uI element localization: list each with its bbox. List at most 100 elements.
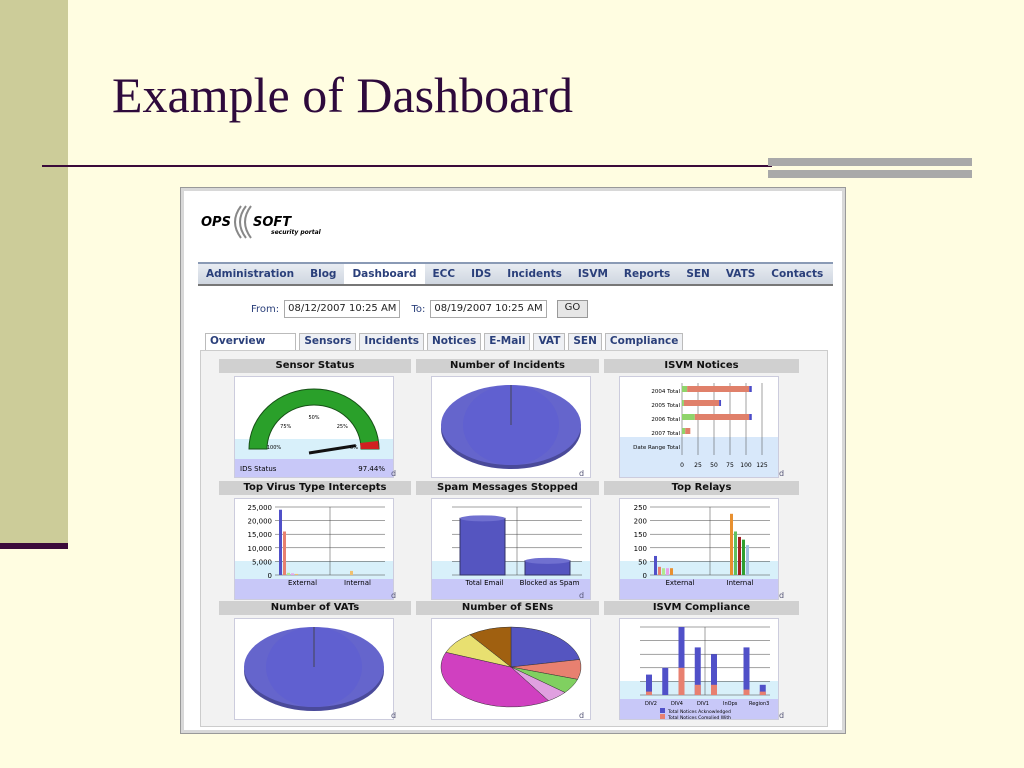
nav-item-vats[interactable]: VATS	[725, 268, 756, 280]
chart-label: DIV4	[671, 701, 683, 707]
tab-compliance[interactable]: Compliance	[604, 333, 684, 350]
nav-item-blog[interactable]: Blog	[310, 268, 337, 280]
detail-link[interactable]: d	[391, 591, 397, 600]
svg-text:OPS: OPS	[201, 215, 231, 230]
bar	[730, 513, 733, 575]
bar	[743, 689, 750, 695]
widget-chart[interactable]: DIV2 DIV4 DIV1 InOps Region3 Total Notices Ac…	[619, 618, 779, 720]
chart-label: 100%	[267, 445, 282, 451]
bar	[711, 654, 717, 695]
widget-chart[interactable]: 2004 Total 2005 Total 2006 Total 2007 Total…	[619, 376, 779, 478]
tab-incidents[interactable]: Incidents	[359, 333, 424, 350]
bar	[658, 566, 661, 575]
nav-item-sen[interactable]: SEN	[686, 268, 710, 280]
tab-sensors[interactable]: Sensors	[299, 333, 357, 350]
chart-label: 100	[740, 462, 752, 469]
to-date-input[interactable]: 08/19/2007 10:25 AM	[430, 300, 547, 318]
bar	[682, 414, 695, 420]
chart-label: Total Notices Acknowledged	[667, 709, 731, 715]
chart-label: 0%	[350, 445, 358, 451]
bar	[734, 531, 737, 575]
chart-label: 125	[756, 462, 768, 469]
bar	[682, 400, 684, 406]
nav-item-contacts[interactable]: Contacts	[771, 268, 824, 280]
chart-label: DIV2	[645, 701, 657, 707]
tab-sen[interactable]: SEN	[568, 333, 602, 350]
from-date-input[interactable]: 08/12/2007 10:25 AM	[284, 300, 401, 318]
nav-item-reports[interactable]: Reports	[623, 268, 671, 280]
bar	[662, 568, 665, 575]
detail-link[interactable]: d	[779, 591, 785, 600]
pie-slice	[510, 626, 581, 668]
chart-label: 25	[694, 462, 702, 469]
bar	[743, 647, 750, 695]
gauge-needle	[308, 444, 357, 455]
nav-item-dashboard[interactable]: Dashboard	[344, 264, 425, 284]
chart-label: 250	[634, 504, 647, 512]
gauge-arc	[248, 388, 380, 450]
to-label: To:	[411, 303, 426, 315]
bar	[738, 536, 741, 575]
bar	[279, 509, 282, 575]
chart-label: 0	[268, 572, 272, 580]
detail-link[interactable]: d	[579, 591, 585, 600]
chart-label: 75%	[280, 424, 291, 430]
widget-chart[interactable]: 0 50 100 150 200 250 External Internal	[619, 498, 779, 600]
go-button[interactable]: GO	[556, 300, 589, 318]
bar	[287, 572, 290, 575]
chart-label: 100	[634, 545, 647, 553]
widget-title: Number of VATs	[219, 601, 411, 615]
chart-label: 5,000	[252, 558, 272, 566]
detail-link[interactable]: d	[779, 711, 785, 720]
tab-overview[interactable]: Overview	[205, 333, 297, 350]
tab-e-mail[interactable]: E-Mail	[484, 333, 531, 350]
bar	[687, 386, 750, 392]
bar	[670, 568, 673, 575]
detail-link[interactable]: d	[579, 711, 585, 720]
detail-link[interactable]: d	[391, 469, 397, 478]
bar	[685, 428, 691, 434]
detail-link[interactable]: d	[579, 469, 585, 478]
chart-label: 75	[726, 462, 734, 469]
widget-chart[interactable]	[431, 618, 591, 720]
widget-chart[interactable]: 0% 25% 50% 75% 100% IDS Status 97.44%	[234, 376, 394, 478]
nav-item-incidents[interactable]: Incidents	[507, 268, 562, 280]
decorative-bar	[768, 158, 972, 166]
bar	[283, 531, 286, 575]
widget-chart[interactable]	[431, 376, 591, 478]
detail-link[interactable]: d	[391, 711, 397, 720]
bar	[682, 386, 688, 392]
widget-grid: Sensor Status 0% 25% 50% 75% 100% IDS Status 97…	[200, 350, 828, 727]
bar	[646, 674, 652, 695]
chart-label: 50	[638, 558, 647, 566]
bar	[682, 428, 686, 434]
logo: OPS SOFT security portal	[201, 202, 331, 246]
date-range: From: 08/12/2007 10:25 AM To: 08/19/2007…	[251, 300, 589, 318]
widget-chart[interactable]: Total Email Blocked as Spam	[431, 498, 591, 600]
tab-vat[interactable]: VAT	[533, 333, 566, 350]
bar	[746, 545, 749, 575]
widget-chart[interactable]	[234, 618, 394, 720]
bar	[759, 691, 766, 695]
chart-label: 150	[634, 531, 647, 539]
widget-title: ISVM Compliance	[604, 601, 799, 615]
bar	[678, 627, 685, 695]
bar	[719, 400, 722, 406]
chart-label: 97.44%	[358, 465, 385, 473]
chart-label: 0	[643, 572, 647, 580]
detail-link[interactable]: d	[779, 469, 785, 478]
chart-label: 50	[710, 462, 718, 469]
bar	[654, 555, 657, 575]
chart-label: 50%	[308, 415, 319, 421]
nav-item-ecc[interactable]: ECC	[432, 268, 456, 280]
nav-item-ids[interactable]: IDS	[471, 268, 492, 280]
nav-item-isvm[interactable]: ISVM	[577, 268, 608, 280]
chart-label: 2006 Total	[651, 417, 680, 423]
bar	[666, 568, 669, 575]
chart-label: 200	[634, 518, 647, 526]
widget-title: Number of SENs	[416, 601, 599, 615]
widget-chart[interactable]: 0 5,000 10,000 15,000 20,000 25,000 External In…	[234, 498, 394, 600]
chart-label: External	[665, 579, 694, 587]
nav-item-administration[interactable]: Administration	[206, 268, 295, 280]
tab-notices[interactable]: Notices	[427, 333, 482, 350]
